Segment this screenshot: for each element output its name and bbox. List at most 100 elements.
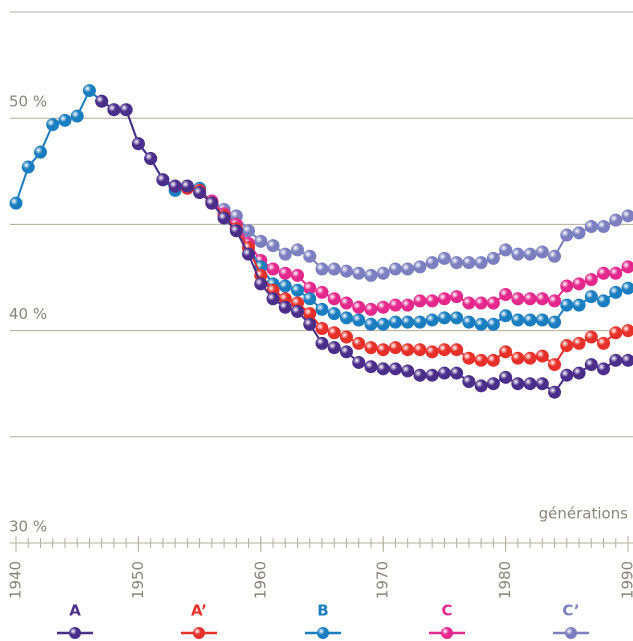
data-point [425, 294, 439, 308]
data-point [425, 313, 439, 327]
data-point [242, 224, 256, 238]
data-point [315, 321, 329, 335]
data-point [523, 377, 537, 391]
data-point [609, 326, 623, 340]
data-point [450, 311, 464, 325]
data-point [278, 300, 292, 314]
data-point [584, 273, 598, 287]
data-point [499, 345, 513, 359]
data-point [242, 247, 256, 261]
data-point [462, 296, 476, 310]
data-point [168, 179, 182, 193]
data-point [376, 343, 390, 357]
data-point [462, 351, 476, 365]
data-point [535, 313, 549, 327]
data-point [450, 256, 464, 270]
data-point [266, 262, 280, 276]
data-point [278, 266, 292, 280]
data-point [499, 287, 513, 301]
data-point [413, 260, 427, 274]
data-point [609, 213, 623, 227]
data-point [21, 160, 35, 174]
data-point [180, 179, 194, 193]
data-point [548, 385, 562, 399]
data-point [548, 358, 562, 372]
data-point [388, 315, 402, 329]
data-point [401, 343, 415, 357]
data-point [621, 281, 633, 295]
data-point [523, 313, 537, 327]
data-point [462, 315, 476, 329]
data-point [364, 317, 378, 331]
data-point [499, 309, 513, 323]
data-point [486, 296, 500, 310]
data-point [511, 292, 525, 306]
data-point [278, 279, 292, 293]
data-point [474, 256, 488, 270]
data-point [474, 379, 488, 393]
data-point [560, 279, 574, 293]
x-tick-label: 1990 [619, 561, 633, 599]
data-point [388, 298, 402, 312]
data-point [523, 351, 537, 365]
data-point [437, 292, 451, 306]
data-point [315, 262, 329, 276]
data-point [450, 290, 464, 304]
data-point [131, 137, 145, 151]
data-point [217, 211, 231, 225]
data-point [560, 298, 574, 312]
legend-label: A’ [191, 602, 207, 620]
data-point [609, 285, 623, 299]
data-point [597, 362, 611, 376]
data-point [339, 296, 353, 310]
data-point [597, 294, 611, 308]
data-point [291, 283, 305, 297]
data-point [303, 281, 317, 295]
data-point [278, 247, 292, 261]
data-point [254, 234, 268, 248]
data-point [425, 256, 439, 270]
legend-swatch [317, 627, 329, 639]
data-point [486, 317, 500, 331]
data-point [511, 351, 525, 365]
data-point [303, 307, 317, 321]
data-point [474, 317, 488, 331]
data-point [401, 298, 415, 312]
data-point [107, 103, 121, 117]
data-point [413, 343, 427, 357]
data-point [597, 220, 611, 234]
data-point [266, 239, 280, 253]
data-point [621, 324, 633, 338]
data-point [327, 307, 341, 321]
data-point [339, 330, 353, 344]
data-point [486, 377, 500, 391]
x-tick-label: 1940 [7, 561, 25, 599]
y-tick-label: 30 % [9, 518, 47, 536]
data-point [339, 264, 353, 278]
data-point [315, 302, 329, 316]
data-point [425, 368, 439, 382]
data-point [584, 358, 598, 372]
legend-label: C’ [562, 602, 579, 620]
data-point [584, 330, 598, 344]
data-point [9, 196, 23, 210]
data-point [401, 262, 415, 276]
data-point [437, 343, 451, 357]
data-point [229, 224, 243, 238]
data-point [82, 84, 96, 98]
data-point [413, 315, 427, 329]
data-point [535, 245, 549, 259]
data-point [376, 300, 390, 314]
data-point [499, 243, 513, 257]
data-point [205, 196, 219, 210]
data-point [548, 294, 562, 308]
data-point [548, 249, 562, 263]
data-point [474, 296, 488, 310]
data-point [560, 228, 574, 242]
x-tick-label: 1950 [129, 561, 147, 599]
data-point [388, 341, 402, 355]
data-point [119, 103, 133, 117]
data-point [46, 118, 60, 132]
data-point [95, 94, 109, 108]
